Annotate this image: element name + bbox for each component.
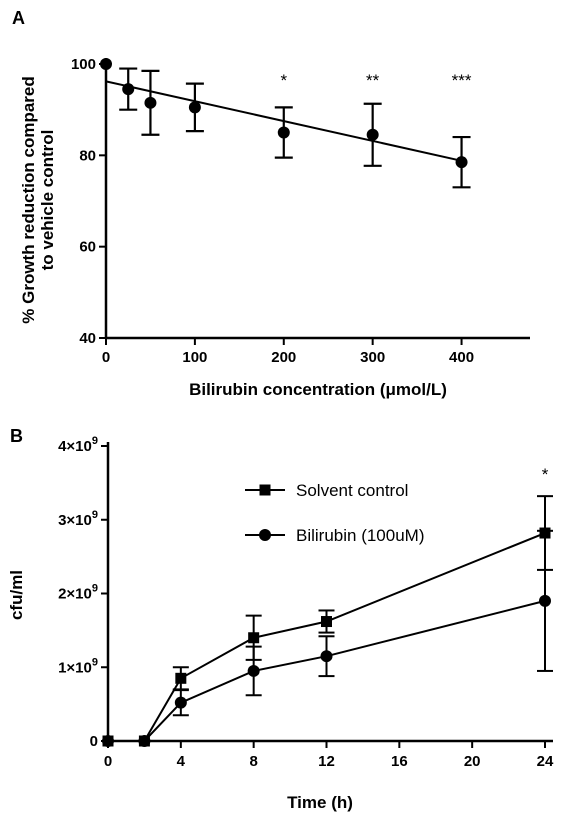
data-point: [174, 696, 187, 709]
y-tick-exponent: 9: [92, 509, 98, 521]
y-tick-label: 2×109: [58, 583, 98, 603]
x-tick-label: 400: [449, 349, 474, 366]
y-tick-label: 40: [79, 330, 96, 347]
panel-b-x-axis-title: Time (h): [287, 793, 353, 812]
series-line: [108, 599, 546, 742]
y-tick-mantissa: 4×10: [58, 438, 92, 455]
x-tick-label: 20: [464, 753, 481, 770]
x-tick-label: 0: [104, 753, 112, 770]
y-tick-label: 4×109: [58, 435, 98, 455]
x-tick-label: 0: [102, 349, 110, 366]
panel-a-x-axis-title: Bilirubin concentration (μmol/L): [189, 380, 447, 399]
significance-label: *: [280, 71, 287, 90]
legend-label: Bilirubin (100uM): [296, 526, 425, 545]
significance-label: **: [366, 71, 380, 90]
x-tick-label: 4: [177, 753, 186, 770]
legend-marker: [259, 529, 271, 541]
y-tick-label: 80: [79, 147, 96, 164]
data-point: [100, 58, 112, 70]
significance-label: *: [542, 465, 549, 484]
data-point: [102, 735, 114, 747]
data-point: [539, 594, 551, 607]
x-tick-label: 200: [271, 349, 296, 366]
panel-b: B cfu/ml Time (h) 01×1092×1093×1094×1090…: [7, 426, 554, 812]
y-tick-mantissa: 1×10: [58, 659, 92, 676]
y-tick-mantissa: 2×10: [58, 586, 92, 603]
y-tick-exponent: 9: [92, 656, 98, 668]
data-point: [366, 128, 379, 141]
data-point: [248, 632, 260, 644]
x-tick-label: 8: [249, 753, 257, 770]
data-point: [188, 101, 201, 114]
x-tick-label: 100: [182, 349, 207, 366]
panel-a: A % Growth reduction comparedto vehicle …: [12, 8, 530, 399]
y-tick-mantissa: 3×10: [58, 512, 92, 529]
data-point: [175, 672, 187, 684]
x-tick-label: 24: [537, 753, 554, 770]
y-tick-label: 100: [71, 56, 96, 73]
x-tick-label: 12: [318, 753, 335, 770]
data-point: [144, 96, 157, 109]
legend-marker: [259, 484, 271, 496]
x-tick-label: 300: [360, 349, 385, 366]
data-point: [247, 664, 260, 677]
x-tick-label: 16: [391, 753, 408, 770]
panel-a-letter: A: [12, 8, 25, 28]
data-point: [277, 126, 290, 139]
legend-label: Solvent control: [296, 481, 408, 500]
panel-a-y-axis-title: % Growth reduction comparedto vehicle co…: [19, 76, 57, 323]
y-tick-label: 0: [90, 733, 98, 750]
y-tick-label: 3×109: [58, 509, 98, 529]
data-point: [138, 735, 151, 747]
panel-b-letter: B: [10, 426, 23, 446]
y-tick-exponent: 9: [92, 583, 98, 595]
panel-b-y-axis-title: cfu/ml: [7, 570, 26, 620]
y-axis-title-line: % Growth reduction compared: [19, 76, 38, 323]
y-tick-exponent: 9: [92, 435, 98, 447]
data-point: [321, 616, 332, 628]
y-tick-label: 1×109: [58, 656, 98, 676]
y-axis-title-line: to vehicle control: [38, 130, 57, 271]
data-point: [455, 156, 468, 169]
data-point: [320, 650, 333, 663]
significance-label: ***: [452, 71, 472, 90]
y-tick-label: 60: [79, 239, 96, 256]
data-point: [122, 83, 135, 96]
